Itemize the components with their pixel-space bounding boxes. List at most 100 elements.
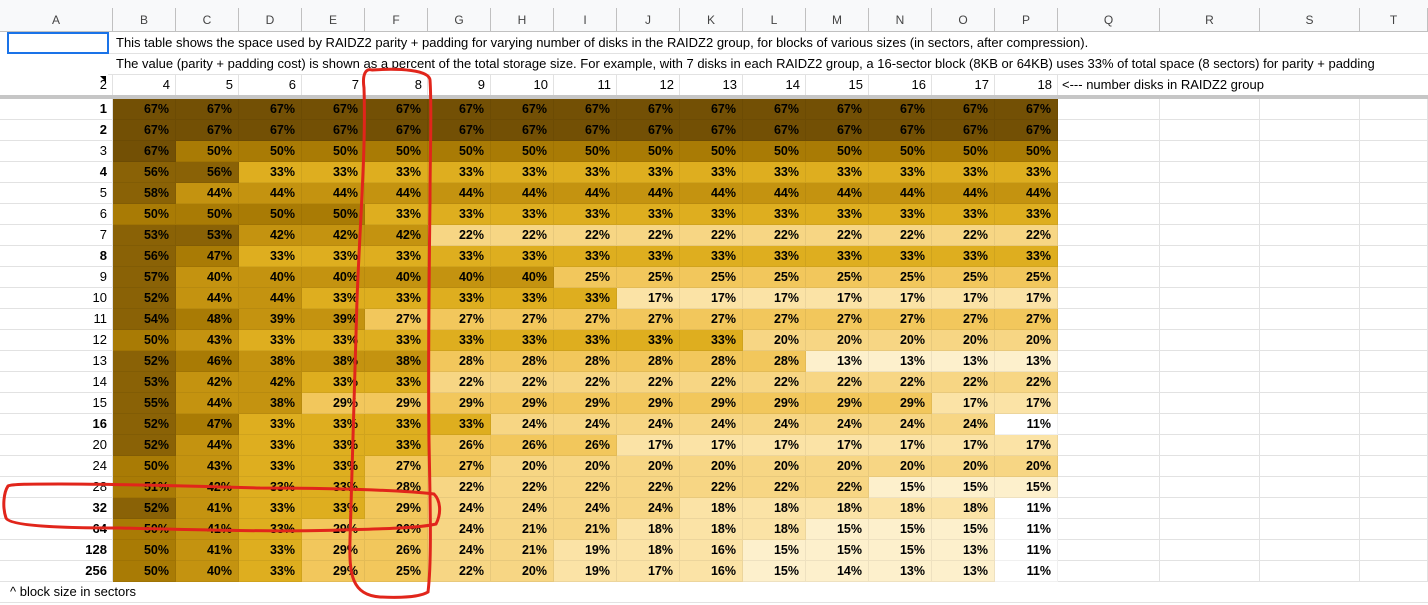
parity-cell[interactable]: 25% — [806, 267, 869, 288]
parity-cell[interactable]: 33% — [302, 162, 365, 183]
empty-cell[interactable] — [1360, 435, 1428, 456]
empty-cell[interactable] — [1260, 288, 1360, 309]
parity-cell[interactable]: 17% — [680, 435, 743, 456]
empty-cell[interactable] — [1260, 183, 1360, 204]
block-size-label[interactable]: 8 — [0, 246, 113, 267]
disk-count-15[interactable]: 15 — [806, 75, 869, 96]
parity-cell[interactable]: 28% — [554, 351, 617, 372]
parity-cell[interactable]: 27% — [491, 309, 554, 330]
parity-cell[interactable]: 20% — [869, 456, 932, 477]
parity-cell[interactable]: 19% — [554, 561, 617, 582]
parity-cell[interactable]: 18% — [680, 519, 743, 540]
parity-cell[interactable]: 17% — [617, 561, 680, 582]
parity-cell[interactable]: 67% — [806, 120, 869, 141]
parity-cell[interactable]: 67% — [176, 99, 239, 120]
parity-cell[interactable]: 33% — [239, 330, 302, 351]
parity-cell[interactable]: 33% — [806, 246, 869, 267]
parity-cell[interactable]: 20% — [869, 330, 932, 351]
parity-cell[interactable]: 44% — [491, 183, 554, 204]
parity-cell[interactable]: 53% — [176, 225, 239, 246]
parity-cell[interactable]: 41% — [176, 519, 239, 540]
empty-cell[interactable] — [1160, 246, 1260, 267]
empty-cell[interactable] — [1260, 519, 1360, 540]
column-header-D[interactable]: D — [239, 8, 302, 32]
parity-cell[interactable]: 22% — [806, 477, 869, 498]
empty-cell[interactable] — [1160, 183, 1260, 204]
parity-cell[interactable]: 67% — [302, 120, 365, 141]
empty-cell[interactable] — [1360, 99, 1428, 120]
column-header-K[interactable]: K — [680, 8, 743, 32]
parity-cell[interactable]: 44% — [932, 183, 995, 204]
parity-cell[interactable]: 29% — [806, 393, 869, 414]
disk-count-13[interactable]: 13 — [680, 75, 743, 96]
block-size-label[interactable]: 1 — [0, 99, 113, 120]
parity-cell[interactable]: 24% — [491, 414, 554, 435]
parity-cell[interactable]: 20% — [806, 456, 869, 477]
empty-cell[interactable] — [1160, 477, 1260, 498]
parity-cell[interactable]: 50% — [617, 141, 680, 162]
parity-cell[interactable]: 24% — [869, 414, 932, 435]
parity-cell[interactable]: 15% — [932, 477, 995, 498]
parity-cell[interactable]: 67% — [743, 120, 806, 141]
parity-cell[interactable]: 33% — [239, 456, 302, 477]
parity-cell[interactable]: 53% — [113, 372, 176, 393]
parity-cell[interactable]: 17% — [869, 435, 932, 456]
parity-cell[interactable]: 50% — [239, 141, 302, 162]
parity-cell[interactable]: 24% — [554, 498, 617, 519]
empty-cell[interactable] — [1360, 540, 1428, 561]
parity-cell[interactable]: 15% — [869, 477, 932, 498]
empty-cell[interactable] — [1160, 99, 1260, 120]
parity-cell[interactable]: 33% — [806, 204, 869, 225]
parity-cell[interactable]: 22% — [554, 225, 617, 246]
parity-cell[interactable]: 22% — [617, 372, 680, 393]
parity-cell[interactable]: 15% — [869, 540, 932, 561]
empty-cell[interactable] — [1058, 456, 1160, 477]
column-header-R[interactable]: R — [1160, 8, 1260, 32]
parity-cell[interactable]: 33% — [995, 246, 1058, 267]
parity-cell[interactable]: 33% — [239, 414, 302, 435]
parity-cell[interactable]: 28% — [491, 351, 554, 372]
empty-cell[interactable] — [1360, 561, 1428, 582]
parity-cell[interactable]: 33% — [554, 162, 617, 183]
block-size-label[interactable]: 2 — [0, 120, 113, 141]
empty-cell[interactable] — [1360, 309, 1428, 330]
empty-cell[interactable] — [1160, 540, 1260, 561]
parity-cell[interactable]: 25% — [365, 561, 428, 582]
parity-cell[interactable]: 33% — [680, 330, 743, 351]
parity-cell[interactable]: 50% — [743, 141, 806, 162]
parity-cell[interactable]: 50% — [491, 141, 554, 162]
parity-cell[interactable]: 21% — [491, 540, 554, 561]
parity-cell[interactable]: 67% — [302, 99, 365, 120]
parity-cell[interactable]: 16% — [680, 561, 743, 582]
parity-cell[interactable]: 22% — [617, 225, 680, 246]
parity-cell[interactable]: 33% — [302, 288, 365, 309]
parity-cell[interactable]: 27% — [869, 309, 932, 330]
parity-cell[interactable]: 33% — [302, 498, 365, 519]
parity-cell[interactable]: 33% — [554, 246, 617, 267]
empty-cell[interactable] — [1058, 267, 1160, 288]
parity-cell[interactable]: 24% — [932, 414, 995, 435]
block-size-label[interactable]: 256 — [0, 561, 113, 582]
empty-cell[interactable] — [1260, 162, 1360, 183]
parity-cell[interactable]: 27% — [680, 309, 743, 330]
parity-cell[interactable]: 52% — [113, 498, 176, 519]
parity-cell[interactable]: 67% — [554, 120, 617, 141]
disk-count-5[interactable]: 5 — [176, 75, 239, 96]
parity-cell[interactable]: 67% — [491, 99, 554, 120]
parity-cell[interactable]: 38% — [365, 351, 428, 372]
column-header-T[interactable]: T — [1360, 8, 1428, 32]
parity-cell[interactable]: 13% — [932, 351, 995, 372]
disk-count-18[interactable]: 18 — [995, 75, 1058, 96]
parity-cell[interactable]: 22% — [428, 477, 491, 498]
parity-cell[interactable]: 15% — [869, 519, 932, 540]
parity-cell[interactable]: 33% — [365, 162, 428, 183]
parity-cell[interactable]: 15% — [806, 540, 869, 561]
parity-cell[interactable]: 50% — [239, 204, 302, 225]
parity-cell[interactable]: 33% — [365, 204, 428, 225]
parity-cell[interactable]: 33% — [428, 204, 491, 225]
parity-cell[interactable]: 17% — [743, 435, 806, 456]
empty-cell[interactable] — [1260, 498, 1360, 519]
parity-cell[interactable]: 22% — [743, 477, 806, 498]
empty-cell[interactable] — [1160, 561, 1260, 582]
parity-cell[interactable]: 53% — [113, 225, 176, 246]
